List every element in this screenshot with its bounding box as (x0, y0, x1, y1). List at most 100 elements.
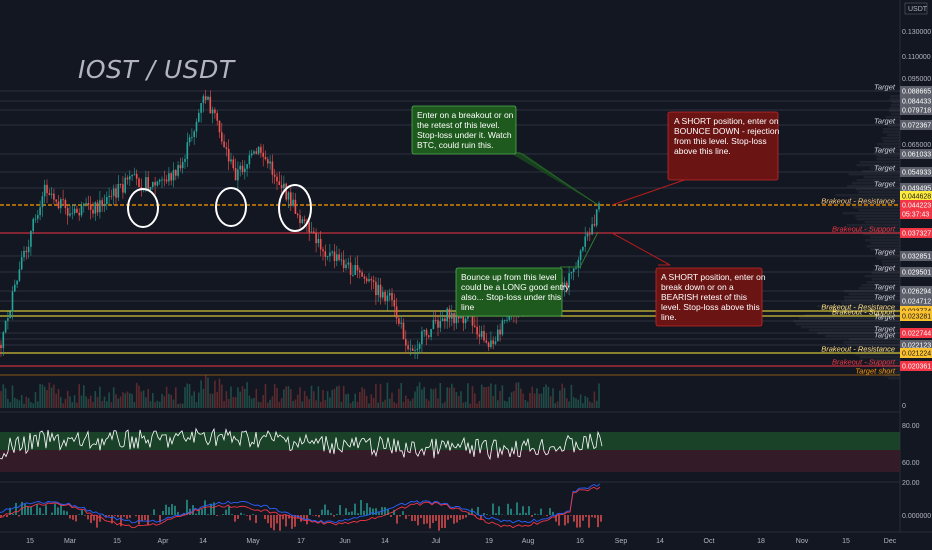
macd-histogram-bar (339, 505, 341, 515)
volume-bar (411, 398, 414, 408)
macd-histogram-bar (36, 504, 38, 515)
annotation-breakout-entry[interactable]: Enter on a breakout or on the retest of … (411, 105, 517, 155)
volume-bar (46, 390, 48, 408)
candle-body (158, 179, 161, 182)
volume-bar (101, 401, 103, 408)
volume-bar (241, 386, 244, 408)
annotation-short-breakdown[interactable]: A SHORT position, enter on break down or… (655, 267, 766, 327)
macd-histogram-bar (582, 515, 584, 521)
macd-histogram-bar (390, 515, 392, 517)
macd-histogram-bar (567, 515, 569, 524)
candle-body (50, 193, 53, 195)
volume-bar (405, 395, 407, 408)
candle-body (20, 257, 23, 270)
price-tag-label: 0.022744 (902, 331, 931, 338)
price-tag-label: 0.021224 (902, 351, 931, 358)
volume-bar (349, 403, 352, 408)
time-tick: Aug (522, 538, 535, 545)
candle-body (441, 318, 444, 321)
candle-body (129, 176, 131, 180)
macd-histogram-bar (84, 515, 86, 516)
volume-bar (55, 393, 57, 408)
candle-body (575, 267, 577, 269)
macd-histogram-bar (99, 515, 101, 522)
rsi-tick: 80.00 (902, 423, 920, 430)
candle-body (432, 319, 435, 330)
price-tag-label: 0.079718 (902, 108, 931, 115)
annotation-long-bounce[interactable]: Bounce up from this level could be a LON… (455, 267, 570, 317)
volume-bar (326, 391, 329, 408)
volume-bar (253, 397, 255, 408)
volume-bar (273, 384, 276, 408)
candle-body (260, 146, 262, 153)
volume-bar (520, 388, 522, 408)
volume-bar (147, 389, 149, 408)
macd-histogram-bar (42, 513, 44, 515)
candle-body (117, 183, 120, 198)
volume-bar (540, 393, 543, 408)
price-tag (900, 361, 932, 371)
volume-bar (448, 387, 451, 408)
macd-histogram-bar (450, 515, 452, 519)
volume-bar (365, 395, 368, 408)
candle-body (64, 200, 67, 208)
macd-histogram-bar (126, 515, 128, 519)
volume-bar (474, 393, 476, 408)
volume-bar (421, 389, 423, 408)
volume-bar (287, 386, 290, 408)
volume-bar (568, 401, 570, 408)
volume-bar (471, 386, 474, 408)
volume-profile-bar (848, 293, 900, 296)
volume-bar (379, 383, 382, 408)
volume-bar (278, 401, 281, 408)
price-tag-label: 0.088665 (902, 89, 931, 96)
macd-histogram-bar (432, 515, 434, 523)
macd-histogram-bar (96, 515, 98, 528)
candle-body (115, 188, 117, 198)
candle-body (264, 156, 267, 160)
annotation-short-bounce[interactable]: A SHORT position, enter on BOUNCE DOWN -… (667, 111, 780, 181)
macd-histogram-bar (453, 515, 455, 524)
volume-bar (255, 388, 258, 408)
candle-body (584, 236, 586, 247)
candle-body (175, 170, 177, 176)
currency-badge[interactable]: USDT (908, 6, 928, 13)
volume-profile-bar (861, 170, 900, 173)
candle-body (384, 291, 386, 302)
volume-bar (480, 384, 483, 408)
volume-bar (87, 398, 90, 408)
candle-body (237, 169, 239, 181)
level-label: Target short (855, 367, 896, 376)
volume-bar (260, 402, 262, 408)
annotation-line: Enter on a breakout or on (417, 110, 514, 120)
volume-bar (359, 392, 361, 408)
retest-circle-2 (215, 187, 247, 227)
candle-body (490, 340, 492, 348)
candle-body (331, 251, 333, 253)
candle-body (186, 142, 189, 160)
candle-body (112, 188, 115, 196)
volume-bar (370, 394, 373, 408)
volume-profile-bar (804, 314, 900, 317)
candle-body (283, 183, 285, 188)
macd-histogram-bar (345, 508, 347, 515)
macd-histogram-bar (492, 503, 494, 515)
volume-profile-bar (887, 122, 900, 125)
volume-bar (579, 394, 582, 408)
candle-body (589, 233, 591, 235)
price-tick: 0.130000 (902, 29, 931, 36)
volume-profile-bar (870, 242, 900, 245)
volume-bar (478, 400, 481, 408)
candle-body (257, 146, 260, 154)
macd-histogram-bar (486, 514, 488, 515)
candle-body (53, 193, 55, 200)
volume-profile-bar (859, 356, 900, 359)
volume-profile-bar (856, 164, 900, 167)
candle-body (388, 292, 391, 296)
candle-body (503, 319, 506, 321)
volume-bar (510, 392, 513, 408)
volume-bar (234, 397, 237, 408)
volume-bar (239, 391, 241, 408)
candle-body (430, 329, 432, 337)
